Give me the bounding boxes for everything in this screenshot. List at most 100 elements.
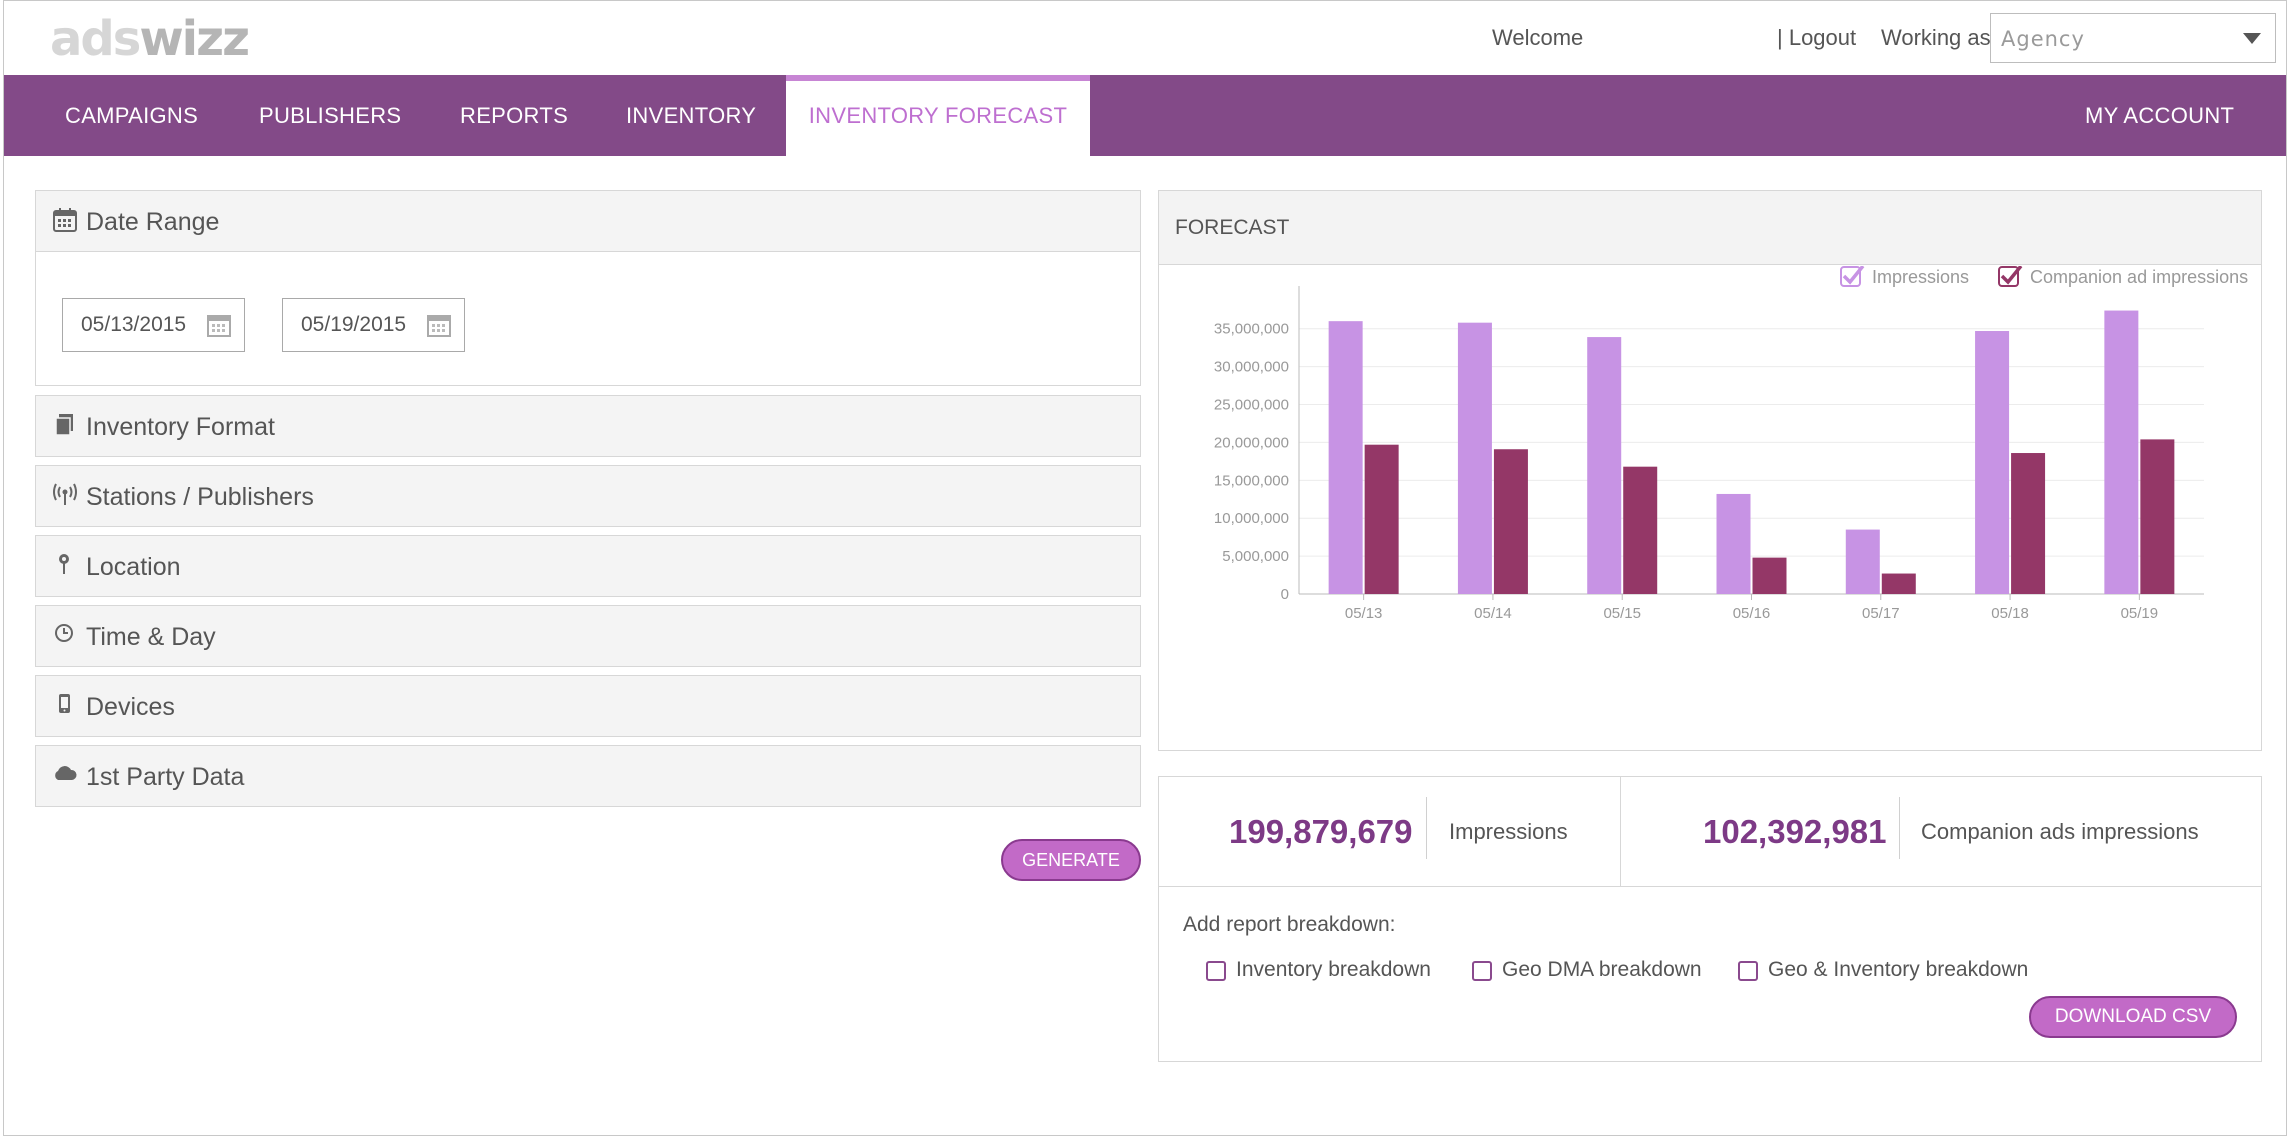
agency-select[interactable]: Agency: [1990, 13, 2276, 63]
y-tick-label: 5,000,000: [1222, 548, 1289, 565]
logo-text-wizz: wizz: [139, 11, 250, 67]
time-day-panel[interactable]: Time & Day: [35, 605, 1141, 667]
y-tick-label: 25,000,000: [1214, 397, 1289, 414]
companion-bar: [1364, 444, 1399, 594]
clock-icon: [52, 622, 78, 648]
companion-bar: [1881, 573, 1916, 594]
divider: [1899, 797, 1900, 859]
impressions-bar: [1587, 337, 1622, 594]
impressions-total: 199,879,679: [1229, 813, 1413, 850]
date-range-header[interactable]: Date Range: [36, 191, 1140, 251]
calendar-icon[interactable]: [206, 312, 232, 343]
x-tick-label: 05/19: [2121, 605, 2159, 622]
main-nav: CAMPAIGNS PUBLISHERS REPORTS INVENTORY I…: [4, 75, 2286, 156]
x-tick-label: 05/16: [1733, 605, 1771, 622]
download-csv-button[interactable]: DOWNLOAD CSV: [2029, 996, 2237, 1038]
start-date-input[interactable]: 05/13/2015: [62, 298, 245, 352]
impressions-bar: [1457, 322, 1492, 594]
companion-bar: [2011, 453, 2046, 594]
forecast-title: FORECAST: [1175, 216, 1290, 239]
calendar-icon[interactable]: [426, 312, 452, 343]
cloud-icon: [52, 762, 78, 788]
checkbox-box[interactable]: [1206, 961, 1226, 981]
nav-publishers[interactable]: PUBLISHERS: [259, 103, 402, 128]
breakdown-title: Add report breakdown:: [1183, 913, 1396, 936]
companion-total-label: Companion ads impressions: [1921, 819, 2199, 844]
nav-inventory[interactable]: INVENTORY: [626, 103, 757, 128]
impressions-bar: [1975, 331, 2010, 594]
x-tick-label: 05/17: [1862, 605, 1900, 622]
y-tick-label: 30,000,000: [1214, 359, 1289, 376]
calendar-icon: [52, 207, 78, 233]
date-range-label: Date Range: [86, 208, 220, 236]
legend-label[interactable]: Impressions: [1872, 267, 1969, 287]
impressions-bar: [2104, 310, 2139, 594]
location-panel[interactable]: Location: [35, 535, 1141, 597]
map-pin-icon: [52, 552, 78, 578]
date-range-body: 05/13/2015 05/19/2015: [36, 251, 1140, 385]
impressions-bar: [1716, 493, 1751, 594]
companion-total: 102,392,981: [1703, 813, 1887, 850]
end-date-value: 05/19/2015: [301, 313, 407, 336]
checkbox-label[interactable]: Geo & Inventory breakdown: [1768, 958, 2029, 981]
checkbox-box[interactable]: [1998, 266, 2019, 287]
adswizz-logo[interactable]: adswizz: [50, 11, 250, 67]
nav-inventory-forecast[interactable]: INVENTORY FORECAST: [786, 75, 1090, 156]
antenna-icon: [52, 482, 78, 508]
copy-icon: [52, 412, 78, 438]
first-party-data-label: 1st Party Data: [86, 763, 245, 791]
devices-label: Devices: [86, 693, 175, 721]
forecast-bar-chart: 0 5,000,000 10,000,000 15,000,000 20,000,000…: [1214, 266, 2248, 622]
y-tick-label: 0: [1281, 586, 1289, 603]
forecast-header: FORECAST: [1159, 191, 2261, 265]
impressions-total-label: Impressions: [1449, 819, 1568, 844]
x-tick-label: 05/14: [1474, 605, 1512, 622]
logo-text-ads: ads: [50, 11, 141, 67]
totals-panel: 199,879,679 Impressions 102,392,981 Comp…: [1158, 776, 2262, 1062]
time-day-label: Time & Day: [86, 623, 216, 651]
start-date-value: 05/13/2015: [81, 313, 187, 336]
legend-companion[interactable]: Companion ad impressions: [1998, 266, 2248, 287]
chevron-down-icon: [2243, 33, 2261, 44]
divider: [1426, 797, 1427, 859]
legend-label[interactable]: Companion ad impressions: [2030, 267, 2248, 287]
nav-reports[interactable]: REPORTS: [460, 103, 569, 128]
x-tick-label: 05/15: [1603, 605, 1641, 622]
totals-row: 199,879,679 Impressions 102,392,981 Comp…: [1159, 777, 2261, 887]
y-tick-label: 35,000,000: [1214, 321, 1289, 338]
companion-bar: [1493, 449, 1528, 594]
checkbox-label[interactable]: Inventory breakdown: [1236, 958, 1431, 981]
inventory-format-label: Inventory Format: [86, 413, 275, 441]
agency-select-value: Agency: [2001, 27, 2085, 51]
welcome-text: Welcome: [1492, 25, 1584, 50]
divider: [1620, 777, 1621, 887]
top-bar: adswizz Welcome | Logout Working as Agen…: [4, 1, 2286, 75]
generate-button[interactable]: GENERATE: [1001, 839, 1141, 881]
check-icon: [1842, 266, 1865, 285]
end-date-input[interactable]: 05/19/2015: [282, 298, 465, 352]
impressions-bar: [1328, 321, 1363, 594]
stations-publishers-panel[interactable]: Stations / Publishers: [35, 465, 1141, 527]
y-tick-label: 15,000,000: [1214, 472, 1289, 489]
stations-publishers-label: Stations / Publishers: [86, 483, 314, 511]
checkbox-box[interactable]: [1840, 266, 1861, 287]
first-party-data-panel[interactable]: 1st Party Data: [35, 745, 1141, 807]
checkbox-box[interactable]: [1472, 961, 1492, 981]
checkbox-box[interactable]: [1738, 961, 1758, 981]
y-tick-label: 20,000,000: [1214, 434, 1289, 451]
y-tick-label: 10,000,000: [1214, 510, 1289, 527]
inventory-format-panel[interactable]: Inventory Format: [35, 395, 1141, 457]
nav-campaigns[interactable]: CAMPAIGNS: [65, 103, 199, 128]
location-label: Location: [86, 553, 181, 581]
check-icon: [2000, 266, 2023, 285]
nav-my-account[interactable]: MY ACCOUNT: [2085, 103, 2235, 128]
date-range-panel: Date Range 05/13/2015 05/19/2015: [35, 190, 1141, 386]
phone-icon: [52, 692, 78, 718]
companion-bar: [1623, 466, 1658, 594]
legend-impressions[interactable]: Impressions: [1840, 266, 1969, 287]
logout-link[interactable]: | Logout: [1777, 25, 1857, 50]
checkbox-label[interactable]: Geo DMA breakdown: [1502, 958, 1702, 981]
devices-panel[interactable]: Devices: [35, 675, 1141, 737]
working-as-label: Working as: [1881, 25, 1991, 50]
companion-bar: [1752, 557, 1787, 594]
